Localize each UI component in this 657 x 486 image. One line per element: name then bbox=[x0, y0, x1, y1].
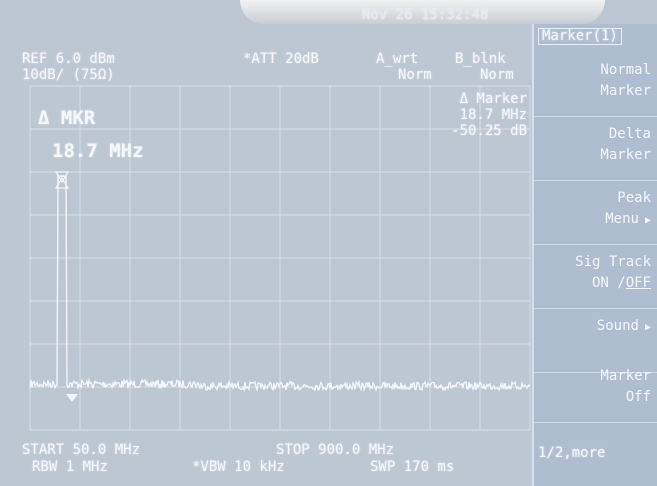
softkey[interactable]: Sound ▶ bbox=[597, 316, 651, 338]
more-softkey[interactable]: 1/2,more bbox=[538, 446, 605, 461]
softkey-separator bbox=[534, 308, 657, 309]
trace-b-detector: Norm bbox=[480, 68, 514, 83]
softkey-text: Off bbox=[626, 389, 651, 405]
softkey-separator bbox=[534, 116, 657, 117]
arrow-icon: ▶ bbox=[639, 215, 651, 226]
softkey-separator bbox=[534, 180, 657, 181]
rbw: RBW 1 MHz bbox=[32, 460, 108, 475]
softkey-panel: Marker(1) Normal Marker Delta Marker Peak Men… bbox=[532, 24, 657, 486]
softkey-text: Menu bbox=[605, 211, 639, 227]
softkey-text: Marker bbox=[600, 147, 651, 163]
marker-readout-label: Δ Marker bbox=[400, 92, 527, 107]
delta-marker-frequency: 18.7 MHz bbox=[52, 140, 144, 162]
spectrum-analyzer-screen: {"header":{"datetime":"Nov 26 15:32:48",… bbox=[0, 0, 657, 486]
stop-frequency: STOP 900.0 MHz bbox=[276, 443, 394, 458]
marker-readout-level: -50.25 dB bbox=[400, 124, 527, 139]
sweep-time: SWP 170 ms bbox=[370, 460, 454, 475]
softkey[interactable]: Marker Off bbox=[600, 366, 651, 408]
softkey-separator bbox=[534, 422, 657, 423]
datetime: Nov 26 15:32:48 bbox=[362, 8, 488, 23]
softkey[interactable]: Normal Marker bbox=[600, 60, 651, 102]
softkey-text: Normal bbox=[600, 62, 651, 78]
marker-readout-frequency: 18.7 MHz bbox=[400, 108, 527, 123]
softkey[interactable]: Peak Menu ▶ bbox=[605, 188, 651, 231]
softkey-text: ON / bbox=[592, 275, 626, 291]
trace-a-mode: A_wrt bbox=[376, 52, 418, 67]
delta-marker-label: Δ MKR bbox=[38, 107, 95, 129]
softkey-text: Sound bbox=[597, 318, 639, 334]
arrow-icon: ▶ bbox=[639, 322, 651, 333]
trace-b-mode: B_blnk bbox=[455, 52, 506, 67]
reference-level: REF 6.0 dBm bbox=[22, 52, 115, 67]
marker-symbol bbox=[66, 394, 78, 402]
softkey-text: Marker bbox=[600, 368, 651, 384]
softkey-separator bbox=[534, 244, 657, 245]
softkey-text: Sig Track bbox=[575, 254, 651, 270]
softkey[interactable]: Delta Marker bbox=[600, 124, 651, 166]
softkey[interactable]: Sig Track ON /OFF bbox=[575, 252, 651, 294]
softkey-text: Marker bbox=[600, 83, 651, 99]
softkey-text: OFF bbox=[626, 275, 651, 291]
softkey-text: Delta bbox=[609, 126, 651, 142]
softkey-title: Marker(1) bbox=[538, 28, 622, 45]
softkey-text: Peak bbox=[617, 190, 651, 206]
attenuation: *ATT 20dB bbox=[243, 52, 319, 67]
trace-a-detector: Norm bbox=[398, 68, 432, 83]
scale: 10dB/ (75Ω) bbox=[22, 68, 115, 83]
start-frequency: START 50.0 MHz bbox=[22, 443, 140, 458]
vbw: *VBW 10 kHz bbox=[192, 460, 285, 475]
